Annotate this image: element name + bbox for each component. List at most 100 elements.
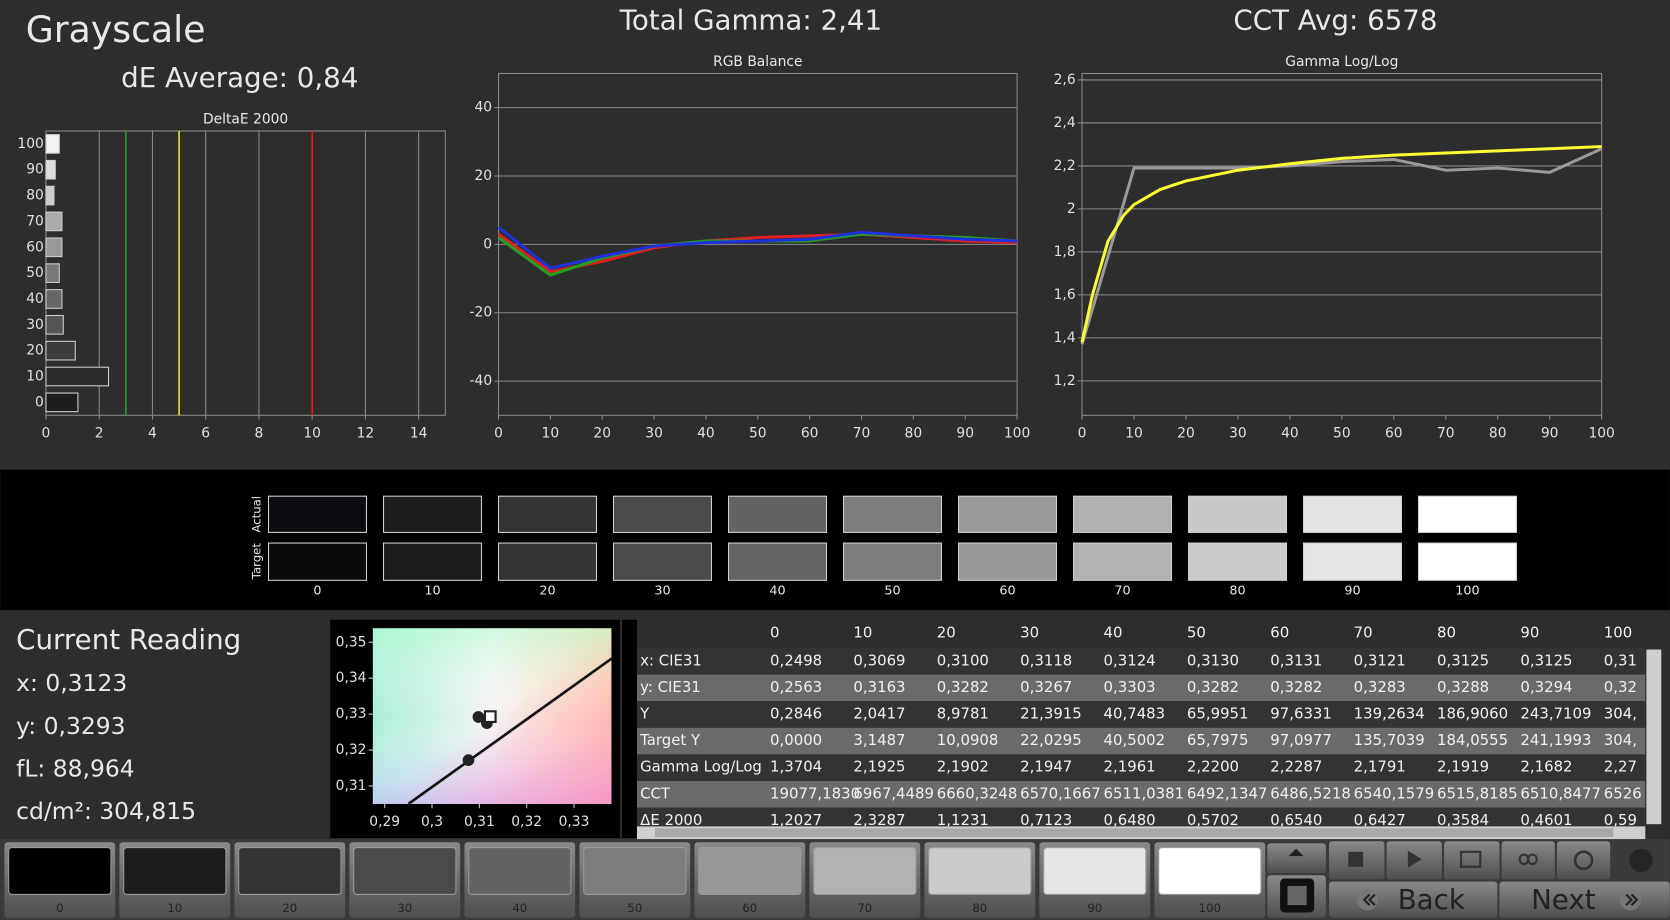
actual-swatch: [842, 495, 943, 533]
point: [462, 754, 475, 766]
table-cell: 0,3131: [1270, 651, 1322, 669]
patch-label: 30: [397, 901, 412, 915]
table-cell: 22,0295: [1020, 731, 1082, 749]
y-tick-label: 30: [26, 317, 44, 333]
y-tick-label: 40: [475, 100, 493, 116]
x-tick-label: 90: [1541, 425, 1559, 441]
y-tick-label: 0: [35, 394, 44, 410]
patch-label: 90: [1087, 901, 1102, 915]
vertical-scrollbar[interactable]: [1646, 649, 1662, 825]
y-tick-label: 100: [17, 136, 43, 152]
y-tick-label: 2,6: [1054, 72, 1076, 88]
patch-label: 100: [1199, 901, 1221, 915]
x-tick-label: 90: [956, 425, 974, 441]
table-cell: 40,7483: [1104, 704, 1166, 722]
x-tick-label: 60: [801, 425, 819, 441]
row-label: Target Y: [639, 731, 701, 749]
target-swatch: [727, 542, 828, 581]
table-cell: 8,9781: [937, 704, 989, 722]
table-cell: 2,1791: [1354, 758, 1406, 776]
chart-title: RGB Balance: [713, 54, 802, 70]
table-cell: 0,59: [1604, 811, 1637, 829]
patch-color: [468, 847, 572, 895]
back-icon: [1362, 893, 1376, 906]
patch-color: [123, 847, 227, 895]
row-label: Y: [639, 704, 650, 722]
point: [472, 711, 485, 723]
table-cell: 6967,4489: [853, 784, 934, 802]
table-cell: 2,1925: [853, 758, 905, 776]
row-label: y: CIE31: [640, 678, 701, 696]
x-tick-label: 20: [1177, 425, 1195, 441]
patch-color: [813, 847, 917, 895]
patch-label: 80: [972, 901, 987, 915]
table-cell: 0,3163: [853, 678, 905, 696]
x-tick-label: 0: [42, 425, 51, 441]
y-tick-label: 2: [1067, 201, 1076, 217]
bar: [45, 263, 60, 283]
bar: [45, 392, 79, 413]
table-cell: 0,6540: [1270, 811, 1322, 829]
up-button[interactable]: [1267, 843, 1326, 874]
y-tick-label: 0,34: [336, 670, 367, 686]
page-title: Grayscale: [26, 8, 206, 51]
table-cell: 0,3288: [1437, 678, 1489, 696]
next-icon: [1625, 893, 1639, 906]
x-tick-label: 50: [1333, 425, 1351, 441]
bar: [45, 340, 76, 361]
table-row: [636, 807, 1646, 827]
chart: DeltaE 2000 0 2 4 6 8 10 12 14 0 10 20 30 40 50 60 70 80 9…: [17, 111, 446, 441]
x-tick-label: 0,3: [421, 814, 443, 830]
stop-icon: [1348, 851, 1364, 867]
table-cell: 65,7975: [1187, 731, 1249, 749]
table-cell: 97,6331: [1270, 704, 1332, 722]
table-cell: 0,3584: [1437, 811, 1489, 829]
table-row: [636, 727, 1646, 755]
table-cell: 184,0555: [1437, 731, 1508, 749]
target-swatch: [842, 542, 943, 581]
y-tick-label: 40: [26, 291, 44, 307]
patch-color: [928, 847, 1032, 895]
column-header: 70: [1354, 624, 1373, 642]
table-cell: 304,: [1604, 731, 1637, 749]
table-cell: 0,3267: [1020, 678, 1072, 696]
x-tick-label: 0,32: [511, 814, 542, 830]
patch-color: [1043, 847, 1147, 895]
patch-color: [1158, 847, 1262, 895]
bar: [45, 366, 110, 387]
x-tick-label: 30: [645, 425, 663, 441]
scrollbar-thumb[interactable]: [655, 828, 1614, 837]
x-tick-label: 14: [410, 425, 428, 441]
target-swatch: [497, 542, 598, 581]
y-tick-label: 80: [26, 188, 44, 204]
actual-swatch: [382, 495, 483, 533]
table-cell: 1,1231: [937, 811, 989, 829]
y-tick-label: 1,6: [1054, 287, 1076, 303]
x-tick-label: 70: [853, 425, 871, 441]
x-tick-label: 80: [1489, 425, 1507, 441]
refresh-icon: [1573, 850, 1594, 871]
table-cell: 0,3125: [1520, 651, 1572, 669]
y-tick-label: 90: [26, 162, 44, 178]
fit-button[interactable]: [1444, 841, 1500, 880]
table-cell: 2,2200: [1187, 758, 1239, 776]
patch-color: [8, 847, 112, 895]
table-row: [636, 647, 1646, 675]
column-header: 60: [1270, 624, 1289, 642]
patch-color: [698, 847, 802, 895]
x-tick-label: 40: [1281, 425, 1299, 441]
play-icon: [1407, 850, 1422, 868]
refresh-button[interactable]: [1556, 841, 1611, 880]
table-cell: 2,1902: [937, 758, 989, 776]
column-header: 30: [1020, 624, 1039, 642]
row-label: ΔE 2000: [640, 811, 702, 829]
y-tick-label: 1,2: [1054, 373, 1076, 389]
y-tick-label: 50: [26, 265, 44, 281]
table-cell: 2,1682: [1520, 758, 1572, 776]
table-cell: 139,2634: [1354, 704, 1425, 722]
x-tick-label: 10: [542, 425, 560, 441]
data-table: 0 10 20 30 40 50 60 70 80 90 100 x: CIE31 0,2498 0,30…: [636, 624, 1646, 829]
table-cell: 0,31: [1604, 651, 1637, 669]
de-average: dE Average: 0,84: [121, 61, 358, 94]
target-swatch: [1072, 542, 1173, 581]
